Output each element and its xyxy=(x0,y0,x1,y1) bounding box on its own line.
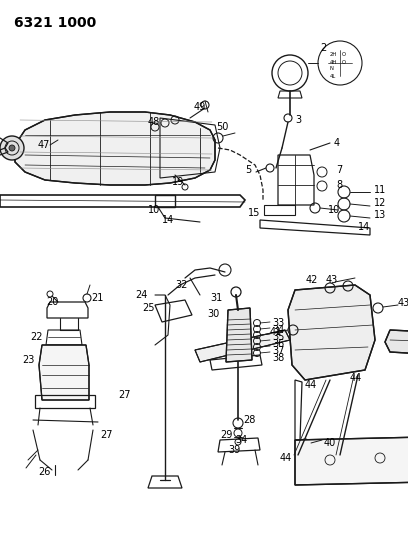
Text: 40: 40 xyxy=(324,438,336,448)
Polygon shape xyxy=(295,435,408,485)
Text: 12: 12 xyxy=(374,198,386,208)
Text: 33: 33 xyxy=(272,318,284,328)
Polygon shape xyxy=(15,112,215,185)
Polygon shape xyxy=(385,330,408,358)
Text: 31: 31 xyxy=(210,293,222,303)
Text: O: O xyxy=(342,52,346,58)
Text: 4: 4 xyxy=(334,138,340,148)
Polygon shape xyxy=(195,330,290,362)
Text: 36: 36 xyxy=(272,339,284,349)
Text: 44: 44 xyxy=(350,373,362,383)
Text: 34: 34 xyxy=(272,325,284,335)
Text: 10: 10 xyxy=(328,205,340,215)
Text: 3: 3 xyxy=(295,115,301,125)
Text: 39: 39 xyxy=(228,445,240,455)
Text: 41: 41 xyxy=(270,327,282,337)
Text: 25: 25 xyxy=(142,303,155,313)
Text: 47: 47 xyxy=(38,140,50,150)
Text: 44: 44 xyxy=(280,453,292,463)
Text: 49: 49 xyxy=(194,102,206,112)
Polygon shape xyxy=(288,285,375,380)
Text: 20: 20 xyxy=(46,297,58,307)
Text: 44: 44 xyxy=(305,380,317,390)
Text: O: O xyxy=(342,60,346,64)
Text: 14: 14 xyxy=(162,215,174,225)
Polygon shape xyxy=(226,308,252,362)
Text: 42: 42 xyxy=(306,275,318,285)
Circle shape xyxy=(0,136,24,160)
Text: 29: 29 xyxy=(220,430,233,440)
Text: 24: 24 xyxy=(135,290,147,300)
Text: 43: 43 xyxy=(398,298,408,308)
Text: 8: 8 xyxy=(336,180,342,190)
Text: 28: 28 xyxy=(243,415,255,425)
Polygon shape xyxy=(39,345,89,400)
Text: 19: 19 xyxy=(172,177,184,187)
Circle shape xyxy=(9,145,15,151)
Text: 35: 35 xyxy=(272,332,284,342)
Text: 5: 5 xyxy=(245,165,251,175)
Text: 26: 26 xyxy=(38,467,50,477)
Text: 22: 22 xyxy=(30,332,42,342)
Text: 11: 11 xyxy=(374,185,386,195)
Text: 7: 7 xyxy=(336,165,342,175)
Text: 30: 30 xyxy=(207,309,219,319)
Text: 6321 1000: 6321 1000 xyxy=(14,16,96,30)
Text: 4L: 4L xyxy=(330,74,336,78)
Text: 21: 21 xyxy=(91,293,103,303)
Text: 2: 2 xyxy=(320,43,326,53)
Text: 34: 34 xyxy=(235,435,247,445)
Text: 13: 13 xyxy=(374,210,386,220)
Text: 15: 15 xyxy=(248,208,260,218)
Text: 4H: 4H xyxy=(330,60,337,64)
Text: 37: 37 xyxy=(272,346,284,356)
Text: 27: 27 xyxy=(100,430,113,440)
Text: 10: 10 xyxy=(148,205,160,215)
Text: 50: 50 xyxy=(216,122,228,132)
Text: 23: 23 xyxy=(22,355,34,365)
Text: 38: 38 xyxy=(272,353,284,363)
Text: 48: 48 xyxy=(148,117,160,127)
Text: 32: 32 xyxy=(175,280,187,290)
Text: N: N xyxy=(330,67,334,71)
Text: 43: 43 xyxy=(326,275,338,285)
Text: 27: 27 xyxy=(118,390,131,400)
Text: 14: 14 xyxy=(358,222,370,232)
Text: 2H: 2H xyxy=(330,52,337,58)
